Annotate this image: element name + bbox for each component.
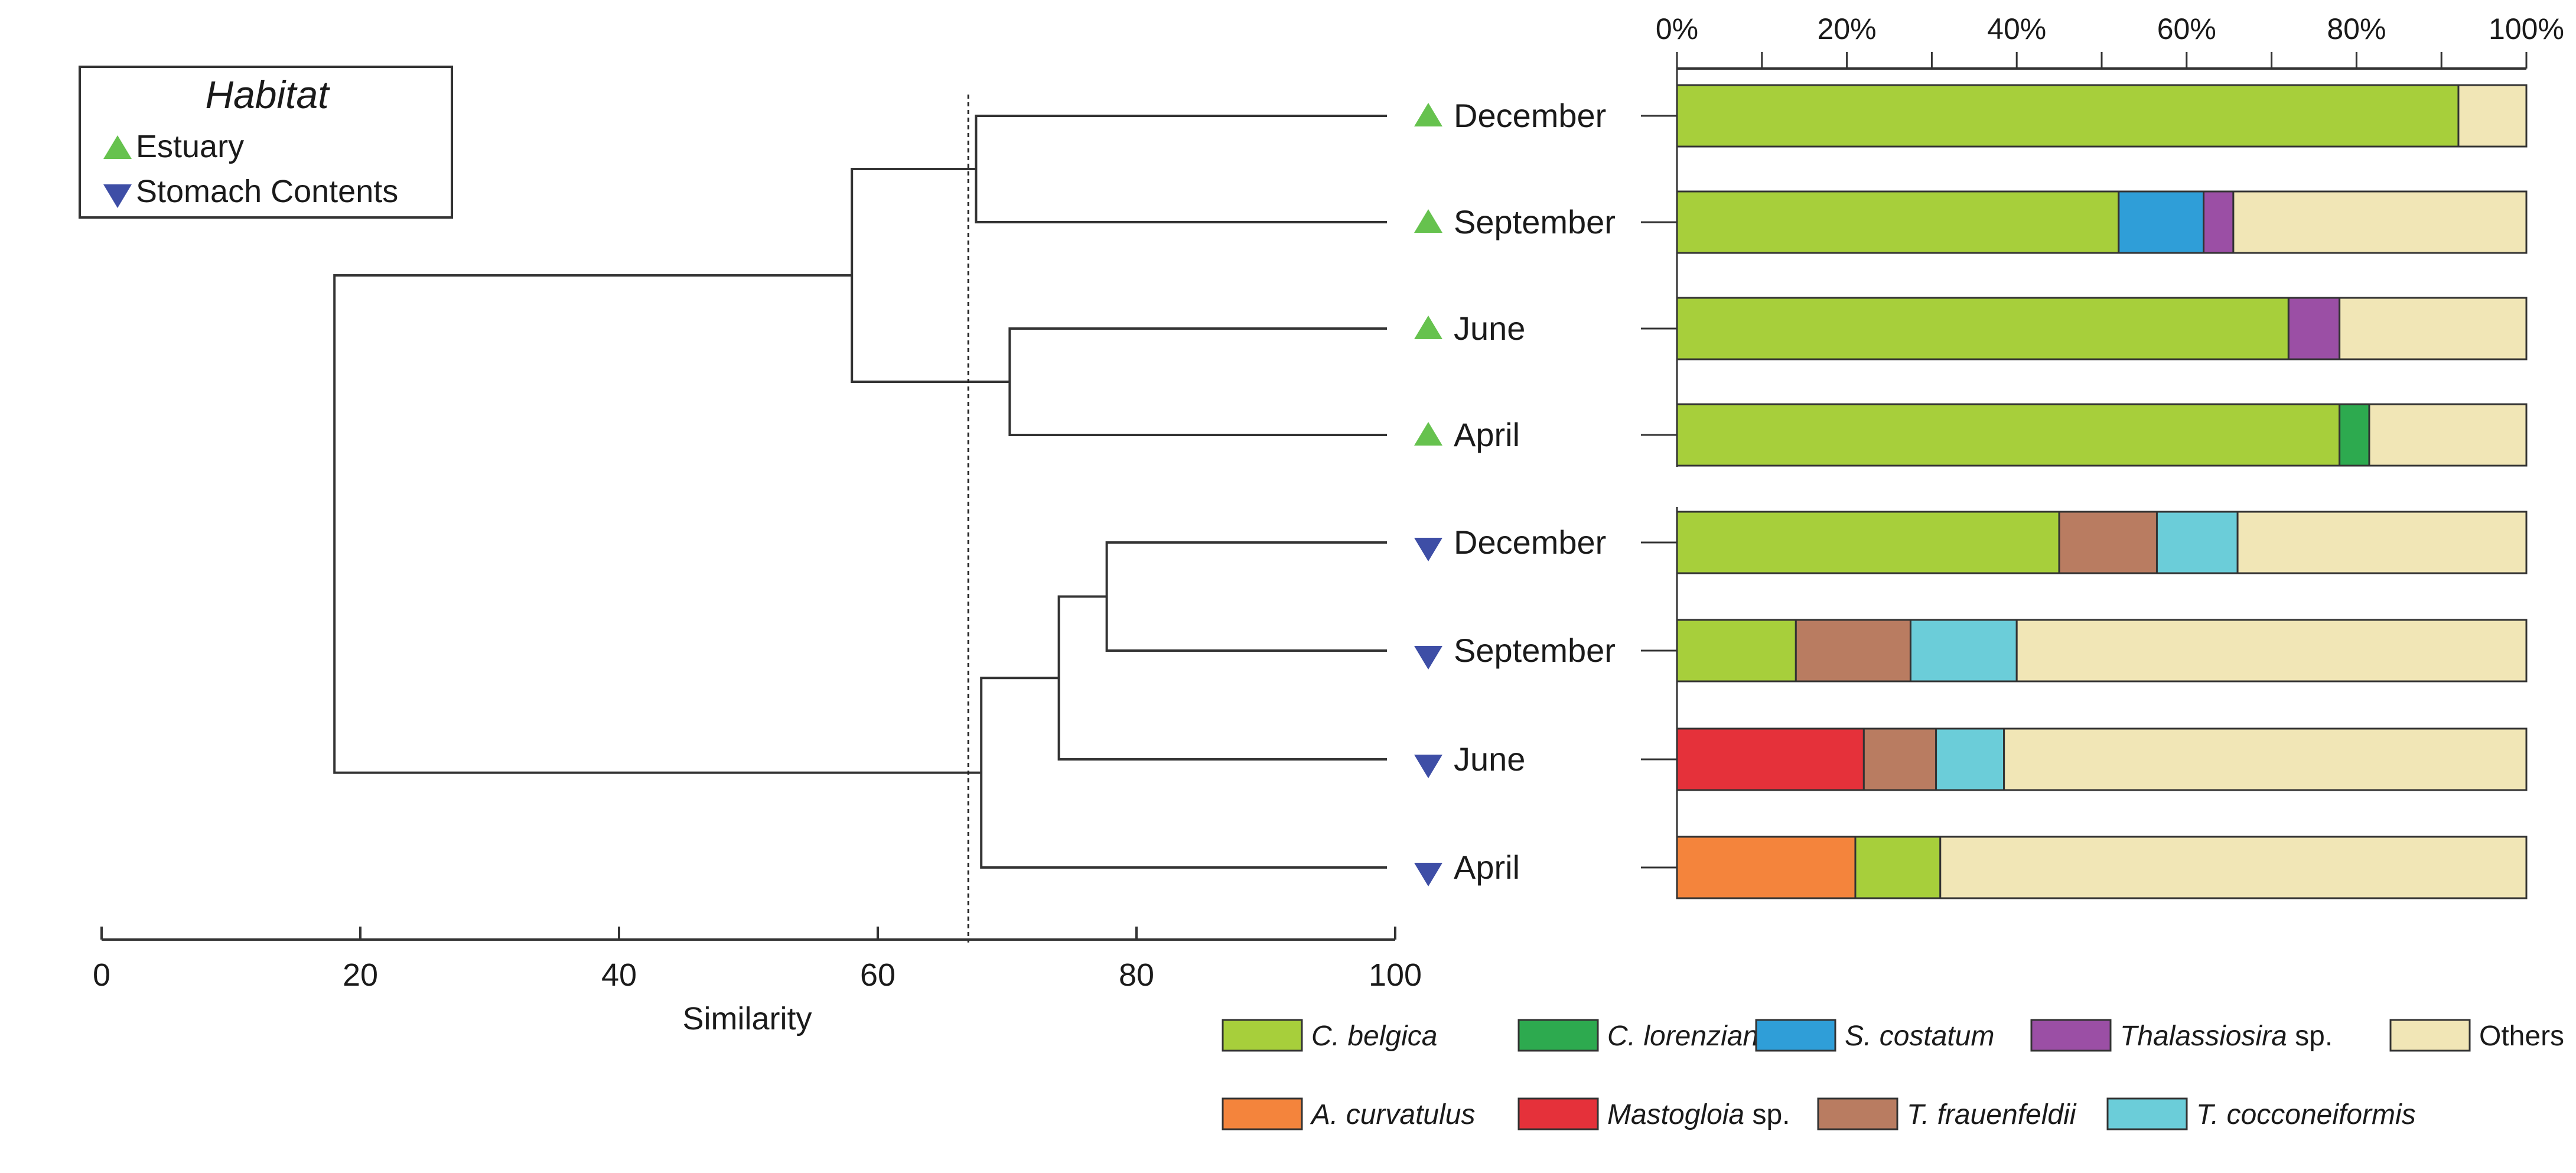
legend-swatch-mastogloia — [1517, 1097, 1599, 1130]
leaf-labels: December September June April December Septem… — [1414, 97, 1616, 886]
dendrogram-branch — [851, 168, 1010, 383]
similarity-axis: 0 20 40 60 80 100 — [93, 927, 1422, 993]
stomach-marker-icon — [1414, 538, 1442, 561]
bar-segment-c-belgica — [1676, 403, 2341, 467]
bar-segment-thalassiosira — [2287, 297, 2341, 360]
bar-segment-others — [2232, 190, 2528, 254]
leaf-label: December — [1454, 524, 1606, 561]
legend-swatch-s-costatum — [1755, 1019, 1836, 1052]
percent-tick-label: 20% — [1818, 12, 1877, 46]
dendrogram-branch — [980, 677, 1387, 869]
legend-label-others: Others — [2479, 1021, 2564, 1052]
legend-label-thalassiosira: Thalassiosira sp. — [2120, 1021, 2333, 1052]
estuary-marker-icon — [1414, 422, 1442, 446]
similarity-tick-label: 80 — [1119, 957, 1154, 993]
dendrogram-branch — [975, 115, 1387, 223]
legend-label-mastogloia: Mastogloia sp. — [1607, 1099, 1790, 1130]
dendrogram-branch — [333, 274, 982, 774]
legend-swatch-t-frauenfeldii — [1817, 1097, 1898, 1130]
bar-segment-others — [1939, 836, 2528, 899]
habitat-legend: Habitat Estuary Stomach Contents — [79, 66, 453, 219]
legend-label-t-cocconeiformis: T. cocconeiformis — [2196, 1099, 2416, 1130]
leaf-label: June — [1454, 310, 1525, 347]
legend-swatch-t-cocconeiformis — [2106, 1097, 2188, 1130]
bar-segment-others — [2457, 84, 2528, 148]
legend-label-c-belgica: C. belgica — [1311, 1021, 1437, 1052]
estuary-marker-icon — [1414, 209, 1442, 233]
bar-segment-c-belgica — [1676, 297, 2290, 360]
bar-segment-a-curvatulus — [1676, 836, 1857, 899]
bar-segment-c-lorenziana — [2339, 403, 2370, 467]
bar-segment-t-frauenfeldii — [1862, 727, 1937, 791]
dendrogram — [333, 95, 1387, 943]
legend-swatch-c-belgica — [1222, 1019, 1303, 1052]
percent-tick-label: 40% — [1987, 12, 2046, 46]
bar-segment-t-frauenfeldii — [2058, 511, 2158, 574]
estuary-marker-icon — [1414, 103, 1442, 126]
bar-segment-others — [2003, 727, 2528, 791]
similarity-tick-label: 0 — [93, 957, 110, 993]
habitat-legend-title: Habitat — [205, 73, 330, 116]
leaf-label: September — [1454, 203, 1616, 241]
stomach-marker-icon — [1414, 646, 1442, 670]
percent-tick-label: 80% — [2327, 12, 2386, 46]
habitat-legend-frame — [79, 66, 453, 219]
legend-label-s-costatum: S. costatum — [1845, 1021, 1994, 1052]
bar-segment-t-cocconeiformis — [2155, 511, 2239, 574]
legend-swatch-others — [2389, 1019, 2471, 1052]
legend-swatch-c-lorenziana — [1517, 1019, 1599, 1052]
similarity-tick-label: 60 — [860, 957, 895, 993]
habitat-legend-estuary: Estuary — [136, 129, 244, 164]
dendrogram-branch — [1008, 327, 1387, 436]
bar-segment-mastogloia — [1676, 727, 1865, 791]
species-legend: C. belgica C. lorenziana S. costatum Thalas… — [1222, 1019, 2564, 1130]
leaf-label: April — [1454, 849, 1520, 886]
similarity-axis-label: Similarity — [682, 1001, 812, 1036]
percent-tick-label: 60% — [2157, 12, 2216, 46]
percent-tick-label: 0% — [1656, 12, 1698, 46]
stacked-bars — [1641, 84, 2528, 899]
bar-segment-t-cocconeiformis — [1935, 727, 2005, 791]
stomach-marker-icon — [1414, 863, 1442, 886]
habitat-legend-stomach: Stomach Contents — [136, 174, 398, 209]
bar-segment-c-belgica — [1676, 84, 2460, 148]
legend-label-t-frauenfeldii: T. frauenfeldii — [1907, 1099, 2077, 1130]
bar-segment-c-belgica — [1676, 619, 1797, 683]
bar-segment-others — [2015, 619, 2528, 683]
percent-tick-label: 100% — [2489, 12, 2564, 46]
dendrogram-branch — [1057, 595, 1387, 761]
leaf-label: September — [1454, 632, 1616, 669]
bar-segment-others — [2236, 511, 2528, 574]
bar-segment-others — [2339, 297, 2528, 360]
bar-segment-c-belgica — [1854, 836, 1942, 899]
bar-segment-t-cocconeiformis — [1909, 619, 2018, 683]
legend-label-c-lorenziana: C. lorenziana — [1607, 1021, 1774, 1052]
stomach-marker-icon — [103, 184, 132, 208]
bar-segment-c-belgica — [1676, 511, 2060, 574]
bar-segment-t-frauenfeldii — [1795, 619, 1911, 683]
leaf-label: December — [1454, 97, 1606, 134]
estuary-marker-icon — [103, 135, 132, 159]
leaf-label: June — [1454, 740, 1525, 778]
bar-segment-thalassiosira — [2203, 190, 2235, 254]
legend-swatch-a-curvatulus — [1222, 1097, 1303, 1130]
legend-swatch-thalassiosira — [2030, 1019, 2112, 1052]
similarity-tick-label: 40 — [601, 957, 637, 993]
leaf-label: April — [1454, 416, 1520, 453]
similarity-tick-label: 20 — [343, 957, 378, 993]
dendrogram-branch — [1105, 541, 1387, 652]
stomach-marker-icon — [1414, 755, 1442, 778]
percent-axis: 0% 20% 40% 60% 80% 100% — [1656, 12, 2564, 895]
bar-segment-others — [2368, 403, 2528, 467]
bar-segment-s-costatum — [2118, 190, 2205, 254]
bar-segment-c-belgica — [1676, 190, 2120, 254]
legend-label-a-curvatulus: A. curvatulus — [1310, 1099, 1475, 1130]
similarity-tick-label: 100 — [1369, 957, 1422, 993]
estuary-marker-icon — [1414, 316, 1442, 339]
